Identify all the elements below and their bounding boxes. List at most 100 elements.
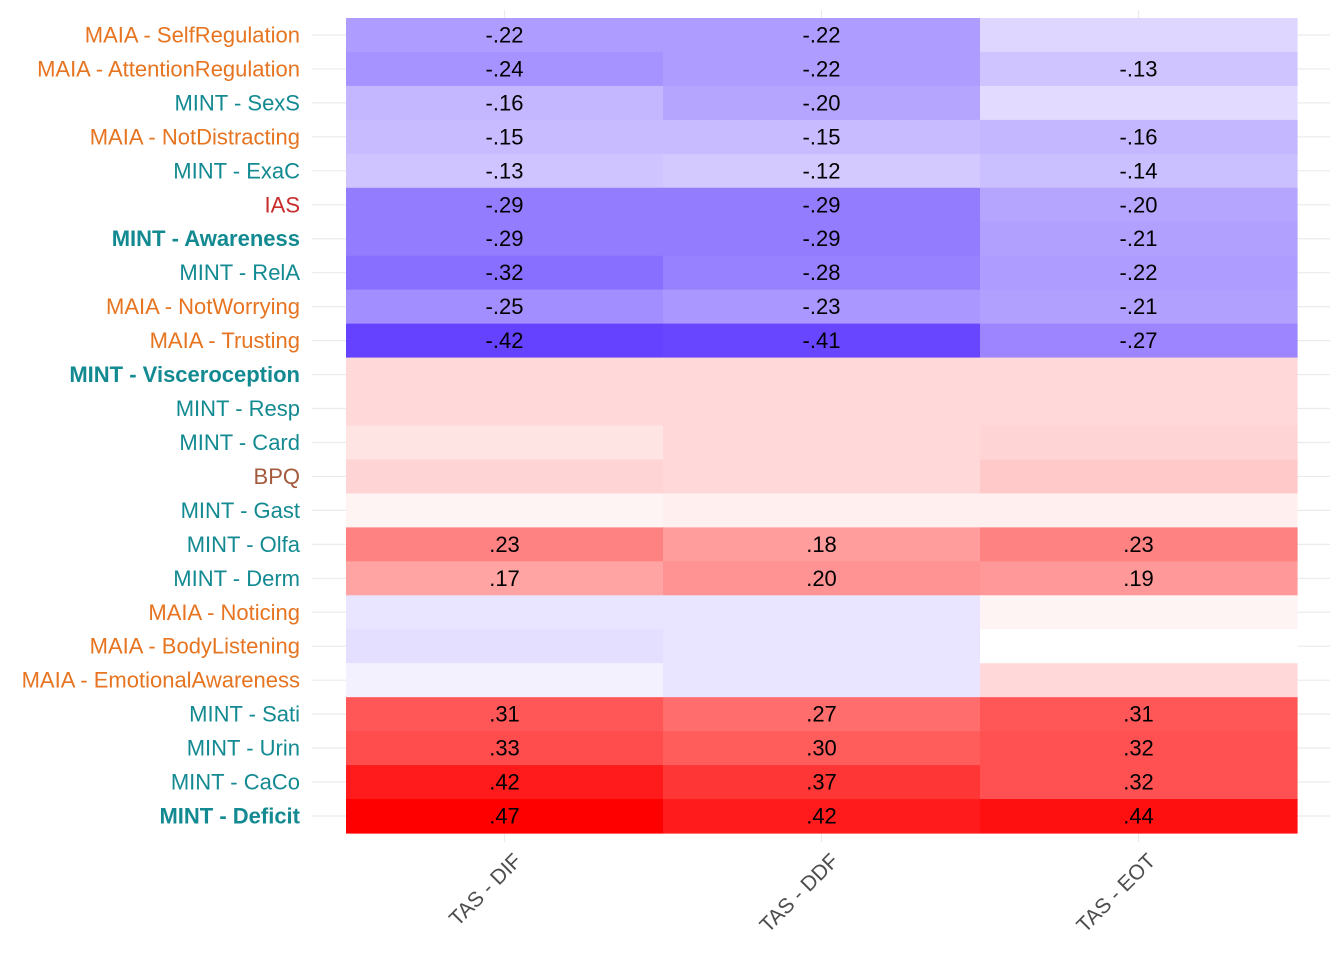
row-label: MINT - Deficit	[159, 804, 300, 829]
heatmap-cell	[980, 18, 1298, 53]
cell-value-label: .47	[489, 804, 520, 829]
cell-value-label: .19	[1123, 566, 1154, 591]
cell-value-label: -.15	[486, 124, 524, 149]
column-label: TAS - DDF	[755, 849, 843, 937]
cell-value-label: -.14	[1120, 158, 1158, 183]
heatmap-cell	[980, 629, 1298, 664]
heatmap-cell	[980, 425, 1298, 461]
heatmap-cell	[663, 357, 981, 393]
heatmap-cell	[663, 255, 981, 291]
heatmap-cell	[980, 255, 1298, 291]
heatmap-cell	[980, 459, 1298, 495]
heatmap-cell	[346, 799, 664, 834]
heatmap-cell	[663, 765, 981, 800]
row-label: MINT - Urin	[187, 736, 300, 761]
row-label: MINT - Sati	[189, 702, 300, 727]
heatmap-cell	[346, 187, 664, 223]
row-label: MINT - Awareness	[112, 226, 300, 251]
heatmap-cell	[346, 323, 664, 359]
cell-value-label: .42	[806, 804, 837, 829]
cell-value-label: -.22	[486, 22, 524, 47]
cell-value-label: .44	[1123, 804, 1154, 829]
heatmap-cell	[980, 493, 1298, 528]
row-label: MAIA - AttentionRegulation	[37, 56, 300, 81]
cell-value-label: .31	[1123, 702, 1154, 727]
heatmap-cell	[663, 527, 981, 562]
cell-value-label: -.25	[486, 294, 524, 319]
heatmap-cell	[980, 289, 1298, 325]
cell-value-label: .23	[489, 532, 520, 557]
cell-value-label: .30	[806, 736, 837, 761]
heatmap-cell	[663, 799, 981, 834]
row-label: MINT - RelA	[179, 260, 300, 285]
cell-value-label: -.20	[1120, 192, 1158, 217]
row-label: MAIA - NotWorrying	[106, 294, 300, 319]
row-label: MINT - Visceroception	[69, 362, 300, 387]
cell-value-labels: -.22 -.22 -.24 -.22 -.13 -.16 -.20 -.15 -.15 -.16…	[486, 22, 1158, 828]
row-label: MAIA - Trusting	[150, 328, 300, 353]
cell-value-label: -.29	[803, 226, 841, 251]
heatmap-cell	[663, 595, 981, 630]
cell-value-label: .32	[1123, 770, 1154, 795]
heatmap-cell	[663, 323, 981, 359]
cell-value-label: .17	[489, 566, 520, 591]
cell-value-label: .18	[806, 532, 837, 557]
heatmap-cell	[346, 119, 664, 155]
heatmap-cell	[346, 629, 664, 664]
heatmap-cell	[663, 493, 981, 528]
cell-value-label: .27	[806, 702, 837, 727]
heatmap-cell	[663, 51, 981, 87]
row-label: MINT - Gast	[181, 498, 300, 523]
row-label: MINT - Derm	[173, 566, 300, 591]
heatmap-cell	[980, 119, 1298, 155]
heatmap-cell	[980, 527, 1298, 562]
row-label: MAIA - Noticing	[148, 600, 300, 625]
heatmap-cell	[346, 493, 664, 528]
cell-value-label: -.21	[1120, 294, 1158, 319]
cell-value-label: .32	[1123, 736, 1154, 761]
heatmap-cell	[346, 459, 664, 495]
cell-value-label: -.28	[803, 260, 841, 285]
heatmap-cell	[980, 323, 1298, 359]
heatmap-cell	[346, 595, 664, 630]
heatmap-cell	[663, 153, 981, 189]
heatmap-cell	[980, 731, 1298, 766]
cell-value-label: -.32	[486, 260, 524, 285]
heatmap-cell	[980, 85, 1298, 121]
cell-value-label: -.29	[486, 192, 524, 217]
heatmap-cell	[663, 561, 981, 596]
cell-value-label: -.29	[803, 192, 841, 217]
heatmap-cell	[980, 595, 1298, 630]
row-label: MINT - SexS	[174, 90, 300, 115]
heatmap-cell	[663, 663, 981, 698]
heatmap-cell	[980, 697, 1298, 732]
cell-value-label: -.22	[803, 22, 841, 47]
heatmap-cell	[663, 731, 981, 766]
heatmap-cell	[663, 289, 981, 325]
heatmap-cell	[663, 425, 981, 461]
cell-value-label: -.42	[486, 328, 524, 353]
cell-value-label: .20	[806, 566, 837, 591]
cell-value-label: -.24	[486, 56, 524, 81]
row-label: MINT - Resp	[176, 396, 300, 421]
heatmap-cell	[663, 119, 981, 155]
cell-value-label: -.21	[1120, 226, 1158, 251]
row-labels: MAIA - SelfRegulation MAIA - AttentionReg…	[22, 22, 301, 828]
heatmap-cell	[346, 765, 664, 800]
heatmap-cell	[663, 221, 981, 257]
row-label: MINT - Card	[179, 430, 300, 455]
cell-value-label: -.22	[1120, 260, 1158, 285]
cell-value-label: -.16	[486, 90, 524, 115]
heatmap-cell	[346, 85, 664, 121]
cell-value-label: .23	[1123, 532, 1154, 557]
cell-value-label: -.22	[803, 56, 841, 81]
row-label: IAS	[265, 192, 300, 217]
column-label: TAS - EOT	[1072, 849, 1160, 937]
heatmap-cell	[346, 18, 664, 53]
row-label: MAIA - NotDistracting	[90, 124, 300, 149]
row-label: MINT - ExaC	[173, 158, 300, 183]
heatmap-cell	[980, 357, 1298, 393]
heatmap-cell	[980, 765, 1298, 800]
cell-value-label: -.27	[1120, 328, 1158, 353]
